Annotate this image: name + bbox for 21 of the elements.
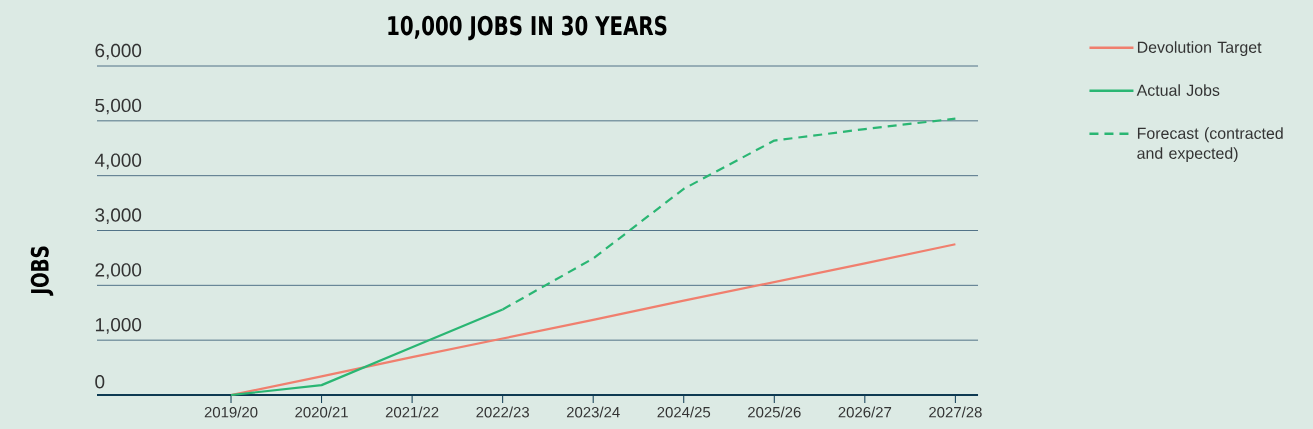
y-tick-label: 6,000 — [95, 43, 142, 60]
y-tick-label: 5,000 — [95, 98, 142, 115]
y-tick-label: 3,000 — [95, 208, 142, 224]
y-axis-title: JOBS — [30, 246, 54, 296]
y-tick-label: 1,000 — [95, 318, 142, 334]
x-tick-label: 2020/21 — [295, 406, 348, 418]
x-tick-label: 2019/20 — [204, 406, 258, 418]
x-tick-label: 2025/26 — [748, 406, 801, 418]
legend-label: Devolution Target — [1137, 41, 1262, 57]
chart-title: 10,000 JOBS IN 30 YEARS — [388, 15, 667, 41]
x-tick-label: 2027/28 — [929, 406, 982, 418]
x-tick-label: 2021/22 — [385, 406, 439, 418]
y-tick-label: 2,000 — [95, 263, 142, 279]
y-tick-label: 4,000 — [94, 153, 142, 170]
legend-label: Forecast (contracted and expected) — [1137, 127, 1283, 163]
legend-label: Actual Jobs — [1136, 84, 1220, 96]
x-tick-label: 2024/25 — [657, 406, 711, 418]
x-tick-label: 2026/27 — [838, 406, 892, 418]
y-tick-label: 0 — [95, 375, 105, 389]
x-tick-label: 2023/24 — [566, 406, 620, 418]
x-tick-label: 2022/23 — [476, 406, 529, 418]
